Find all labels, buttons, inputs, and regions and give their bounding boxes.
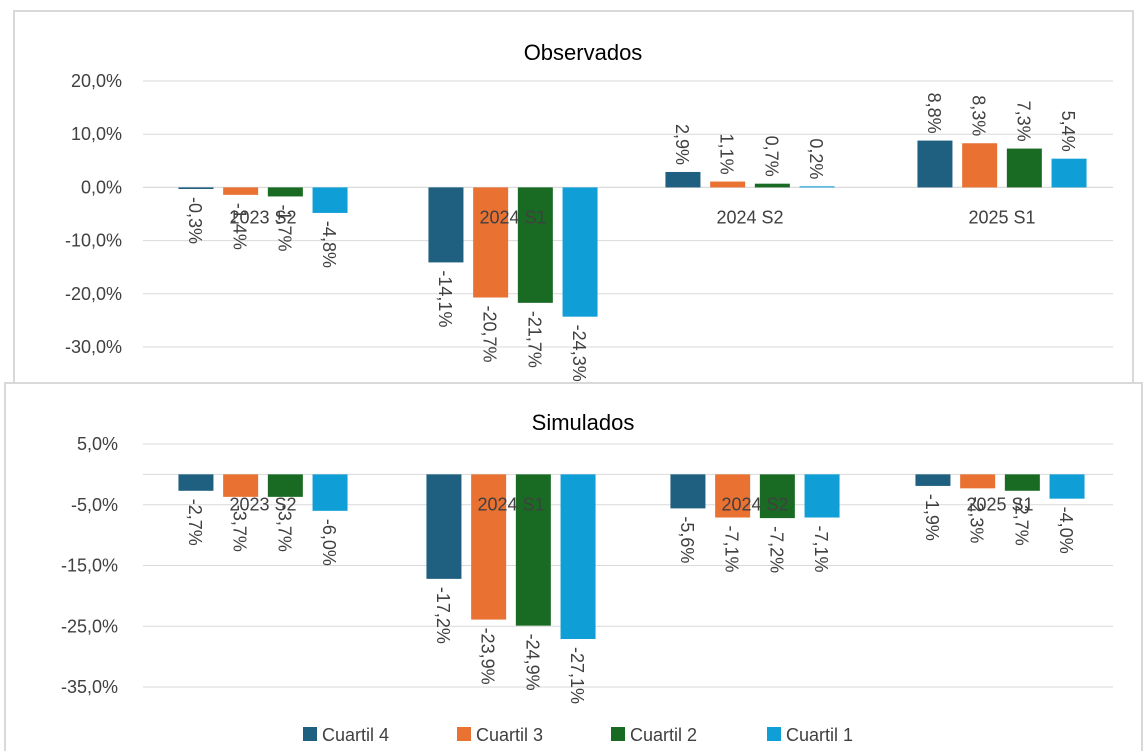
y-tick-label: 0,0%	[81, 177, 122, 197]
bar	[473, 187, 509, 298]
data-label: -1,7%	[274, 204, 294, 251]
data-label: -2,7%	[185, 499, 205, 546]
bar	[223, 187, 259, 195]
data-label: 8,3%	[969, 95, 989, 136]
legend-swatch	[611, 727, 625, 741]
bar	[178, 474, 214, 491]
bar	[312, 187, 348, 213]
x-tick-label: 2024 S2	[716, 207, 783, 227]
bar	[715, 474, 751, 518]
y-tick-label: 10,0%	[71, 124, 122, 144]
bar	[223, 474, 259, 497]
bar	[670, 474, 706, 509]
bar	[560, 474, 596, 640]
data-label: -2,3%	[967, 496, 987, 543]
chart-observados: Observados 20,0% 10,0% 0,0% -10,0% -20,0% -30…	[65, 40, 1113, 382]
y-tick-label: -20,0%	[65, 284, 122, 304]
y-tick-label: -25,0%	[61, 616, 118, 636]
chart-title: Simulados	[532, 410, 635, 435]
data-label: 5,4%	[1058, 111, 1078, 152]
bar	[917, 140, 953, 188]
bar	[960, 474, 996, 489]
bar	[426, 474, 462, 579]
data-label: -5,6%	[677, 516, 697, 563]
legend-label: Cuartil 3	[476, 725, 543, 745]
bar	[312, 474, 348, 511]
legend-label: Cuartil 2	[630, 725, 697, 745]
x-tick-label: 2025 S1	[968, 207, 1035, 227]
y-tick-label: -10,0%	[65, 231, 122, 251]
bar	[428, 187, 464, 263]
y-tick-label: -15,0%	[61, 556, 118, 576]
data-label: 7,3%	[1013, 101, 1033, 142]
data-label: -24,3%	[569, 325, 589, 382]
chart-title: Observados	[524, 40, 643, 65]
data-label: 0,2%	[806, 138, 826, 179]
y-tick-label: -5,0%	[71, 495, 118, 515]
legend: Cuartil 4 Cuartil 3 Cuartil 2 Cuartil 1	[303, 725, 853, 745]
bar	[1051, 158, 1087, 188]
x-tick-label: 2024 S1	[479, 207, 546, 227]
y-tick-label: 20,0%	[71, 71, 122, 91]
bar	[562, 187, 598, 317]
bar	[1006, 148, 1042, 188]
data-label: -23,9%	[478, 628, 498, 685]
bar	[517, 187, 553, 303]
data-label: -4,0%	[1056, 507, 1076, 554]
data-label: -20,7%	[480, 306, 500, 363]
data-label: 0,7%	[761, 136, 781, 177]
y-tick-label: 5,0%	[77, 434, 118, 454]
data-label: -1,4%	[230, 203, 250, 250]
bar	[267, 474, 303, 497]
data-label: -7,1%	[811, 526, 831, 573]
data-label: -0,3%	[185, 197, 205, 244]
x-tick-label: 2025 S1	[966, 494, 1033, 514]
bar	[267, 187, 303, 197]
bar	[799, 186, 835, 188]
bar	[1004, 474, 1040, 491]
x-tick-label: 2023 S2	[229, 207, 296, 227]
y-tick-label: -35,0%	[61, 677, 118, 697]
bar	[1049, 474, 1085, 499]
legend-swatch	[457, 727, 471, 741]
bar	[759, 474, 795, 519]
x-tick-label: 2023 S2	[229, 494, 296, 514]
data-label: -7,2%	[766, 526, 786, 573]
bar	[710, 181, 746, 188]
x-tick-label: 2024 S1	[477, 494, 544, 514]
data-label: -1,9%	[922, 494, 942, 541]
data-label: -24,9%	[522, 634, 542, 691]
bar	[515, 474, 551, 626]
bar	[915, 474, 951, 486]
data-label: -7,1%	[722, 526, 742, 573]
data-label: 8,8%	[924, 93, 944, 134]
data-label: -14,1%	[435, 270, 455, 327]
bar	[178, 187, 214, 189]
bar	[754, 183, 790, 188]
data-label: -27,1%	[567, 647, 587, 704]
bar	[804, 474, 840, 518]
legend-label: Cuartil 1	[786, 725, 853, 745]
data-label: -17,2%	[433, 587, 453, 644]
x-tick-label: 2024 S2	[721, 494, 788, 514]
y-tick-label: -30,0%	[65, 337, 122, 357]
chart-simulados: Simulados 5,0% -5,0% -15,0% -25,0% -35,0% 202…	[61, 410, 1113, 704]
legend-swatch	[767, 727, 781, 741]
data-label: 2,9%	[672, 124, 692, 165]
legend-swatch	[303, 727, 317, 741]
data-label: -3,7%	[230, 505, 250, 552]
data-label: -4,8%	[319, 221, 339, 268]
data-label: 1,1%	[717, 134, 737, 175]
bar	[665, 171, 701, 188]
legend-label: Cuartil 4	[322, 725, 389, 745]
data-label: -3,7%	[274, 505, 294, 552]
data-label: -2,7%	[1011, 499, 1031, 546]
bar	[471, 474, 507, 620]
bar	[962, 143, 998, 188]
data-label: -21,7%	[524, 311, 544, 368]
data-label: -6,0%	[319, 519, 339, 566]
